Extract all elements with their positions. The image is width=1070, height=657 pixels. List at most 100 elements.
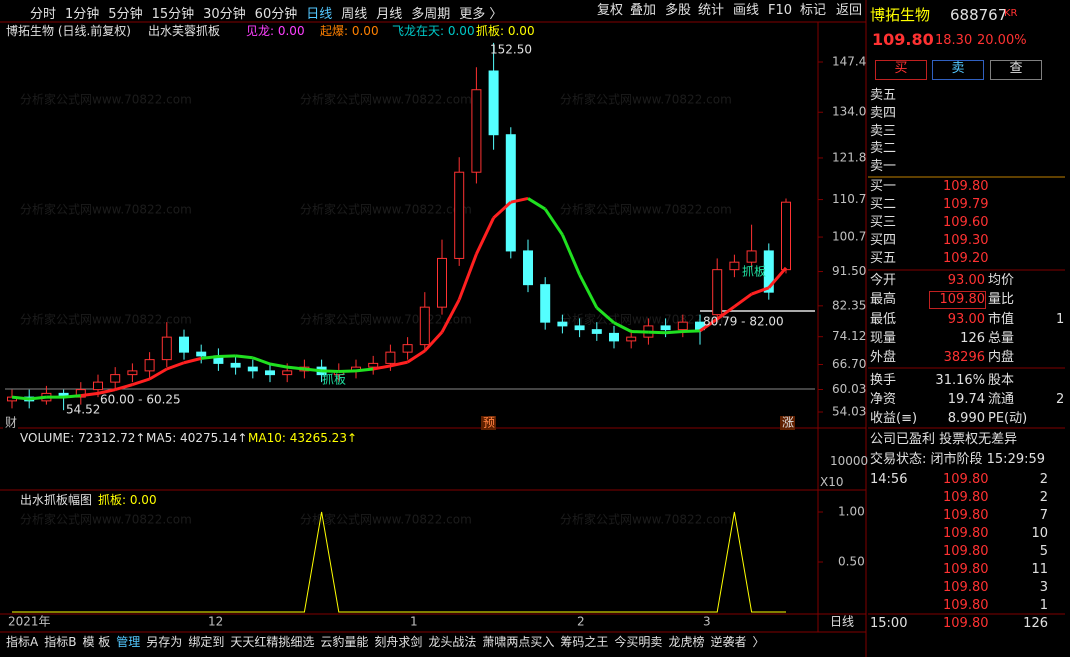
ma-line	[527, 197, 546, 211]
indicator-tab[interactable]: 指标B	[44, 635, 77, 649]
candle-body	[368, 362, 379, 368]
ma-line	[11, 395, 30, 401]
watermark: 分析家公式网www.70822.com	[560, 512, 732, 527]
ma-line	[561, 234, 581, 276]
y-tick-label: 74.12	[832, 329, 866, 343]
candle-body	[591, 329, 602, 334]
ma-line	[716, 305, 736, 321]
watermark: 分析家公式网www.70822.com	[560, 92, 732, 107]
volume-tick: 10000	[830, 454, 869, 468]
y-tick-label: 0.50	[838, 555, 865, 569]
indicator-tab[interactable]: 今买明卖	[614, 635, 663, 649]
close-price: 109.80	[943, 616, 989, 631]
ma-line	[97, 388, 116, 395]
volume-scale: X10	[820, 475, 844, 489]
candle-body	[110, 374, 121, 383]
period-tab[interactable]: 多周期	[411, 7, 451, 22]
indicator-tab[interactable]: 萧啸两点买入	[482, 635, 555, 649]
y-tick-label: 91.50	[832, 264, 866, 278]
ma-line	[218, 354, 236, 359]
ask-label: 卖三	[870, 123, 897, 139]
trade-button[interactable]: 卖	[932, 60, 984, 80]
price-pct: 20.00%	[977, 33, 1027, 48]
period-tab[interactable]: 5分钟	[108, 7, 143, 22]
indicator-tab[interactable]: 模 板	[82, 635, 111, 649]
indicator-tab[interactable]: 逆袭者	[710, 635, 747, 649]
stat-label: 内盘	[988, 350, 1015, 366]
high-label: 152.50	[490, 43, 532, 57]
candle-body	[265, 370, 275, 376]
marker-box	[780, 416, 795, 430]
candle-body	[179, 336, 189, 353]
trade-button[interactable]: 查	[990, 60, 1042, 80]
bid-price: 109.79	[943, 197, 989, 212]
tool-button[interactable]: 画线	[733, 3, 760, 18]
period-label: 日线	[830, 615, 854, 629]
event-marker: 财	[5, 416, 17, 430]
tool-button[interactable]: F10	[768, 3, 793, 18]
indicator-tab[interactable]: 刻舟求剑	[374, 635, 423, 649]
candle-body	[282, 370, 293, 376]
indicator-param: 见龙: 0.00	[246, 24, 305, 38]
period-tab[interactable]: 30分钟	[203, 7, 246, 22]
indicator-tab[interactable]: 管理	[116, 635, 141, 649]
period-tab[interactable]: 1分钟	[65, 7, 100, 22]
tool-button[interactable]: 统计	[698, 3, 725, 18]
tool-button[interactable]: 标记	[800, 3, 827, 18]
candle-body	[609, 332, 619, 342]
stat-label: 流通	[988, 391, 1015, 407]
ma-line	[595, 306, 615, 324]
ma-line	[287, 365, 305, 371]
tick-price: 109.80	[943, 490, 989, 505]
watermark: 分析家公式网www.70822.com	[20, 512, 192, 527]
indicator-tab[interactable]: 另存为	[146, 635, 183, 649]
stat-label: 最高	[870, 292, 897, 308]
period-tab[interactable]: 15分钟	[151, 7, 195, 22]
indicator-tab[interactable]: 龙头战法	[428, 635, 477, 649]
trade-button[interactable]: 买	[875, 60, 927, 80]
range-label: 60.00 - 60.25	[100, 393, 181, 407]
candle-body	[505, 134, 516, 252]
signal-label: 抓板	[322, 373, 346, 387]
bid-label: 买四	[870, 233, 897, 248]
bid-price: 109.30	[943, 233, 989, 248]
period-tab[interactable]: 分时	[30, 7, 57, 22]
indicator-tab[interactable]: 天天红精挑细选	[230, 635, 315, 649]
period-tab[interactable]: 日线	[306, 7, 333, 22]
indicator-tab[interactable]: 龙虎榜	[668, 635, 705, 649]
indicator-tab[interactable]: 绑定到	[188, 635, 225, 649]
close-time: 15:00	[870, 616, 908, 631]
range-label: 80.79 - 82.00	[703, 315, 784, 329]
tick-price: 109.80	[943, 508, 989, 523]
stat-label: 现量	[870, 330, 897, 346]
tick-price: 109.80	[943, 544, 989, 559]
tool-button[interactable]: 多股	[665, 3, 692, 18]
indicator-param: 抓板: 0.00	[476, 24, 535, 38]
indicator-title: 出水抓板幅图	[20, 493, 93, 507]
ma-line	[648, 330, 666, 335]
watermark: 分析家公式网www.70822.com	[20, 312, 192, 327]
y-tick-label: 82.35	[832, 298, 866, 312]
indicator-tab[interactable]: 〉	[752, 635, 765, 649]
period-tab[interactable]: 更多 〉	[459, 7, 503, 22]
indicator-tab[interactable]: 云豹量能	[320, 635, 369, 649]
candle-body	[660, 325, 671, 331]
period-tab[interactable]: 月线	[376, 7, 403, 22]
watermark: 分析家公式网www.70822.com	[300, 92, 472, 107]
indicator-tab[interactable]: 指标A	[6, 635, 39, 649]
ma-line	[406, 349, 426, 364]
indicator-line	[12, 511, 786, 613]
y-tick-label: 54.03	[832, 405, 866, 419]
ma-line	[80, 391, 99, 398]
tool-button[interactable]: 复权	[597, 3, 624, 18]
ma-line	[338, 369, 357, 374]
tool-button[interactable]: 返回	[836, 3, 863, 18]
tool-button[interactable]: 叠加	[630, 3, 657, 18]
ma-line	[682, 329, 701, 334]
tick-volume: 2	[1039, 490, 1048, 505]
period-tab[interactable]: 周线	[341, 7, 368, 22]
ma-line	[321, 369, 339, 374]
period-tab[interactable]: 60分钟	[254, 7, 298, 22]
indicator-tab[interactable]: 筹码之王	[560, 635, 609, 649]
ma-line	[201, 355, 219, 360]
